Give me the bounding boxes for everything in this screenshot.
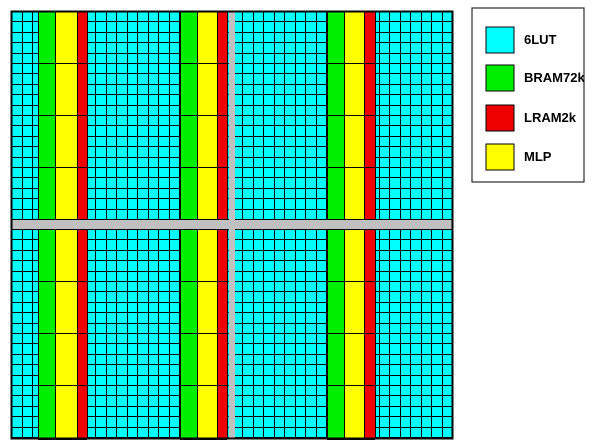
legend-label-bram72k: BRAM72k — [524, 70, 585, 85]
fabric-border — [10, 10, 454, 440]
legend-label-mlp: MLP — [524, 149, 552, 164]
legend-label-6lut: 6LUT — [524, 32, 557, 47]
legend: 6LUT BRAM72k LRAM2k MLP — [471, 7, 585, 183]
legend-swatch-bram72k — [485, 64, 515, 92]
legend-swatch-6lut — [485, 26, 515, 54]
legend-label-lram2k: LRAM2k — [524, 110, 577, 125]
fabric-grid — [10, 10, 454, 440]
legend-swatch-mlp — [485, 143, 515, 171]
legend-swatch-lram2k — [485, 104, 515, 132]
